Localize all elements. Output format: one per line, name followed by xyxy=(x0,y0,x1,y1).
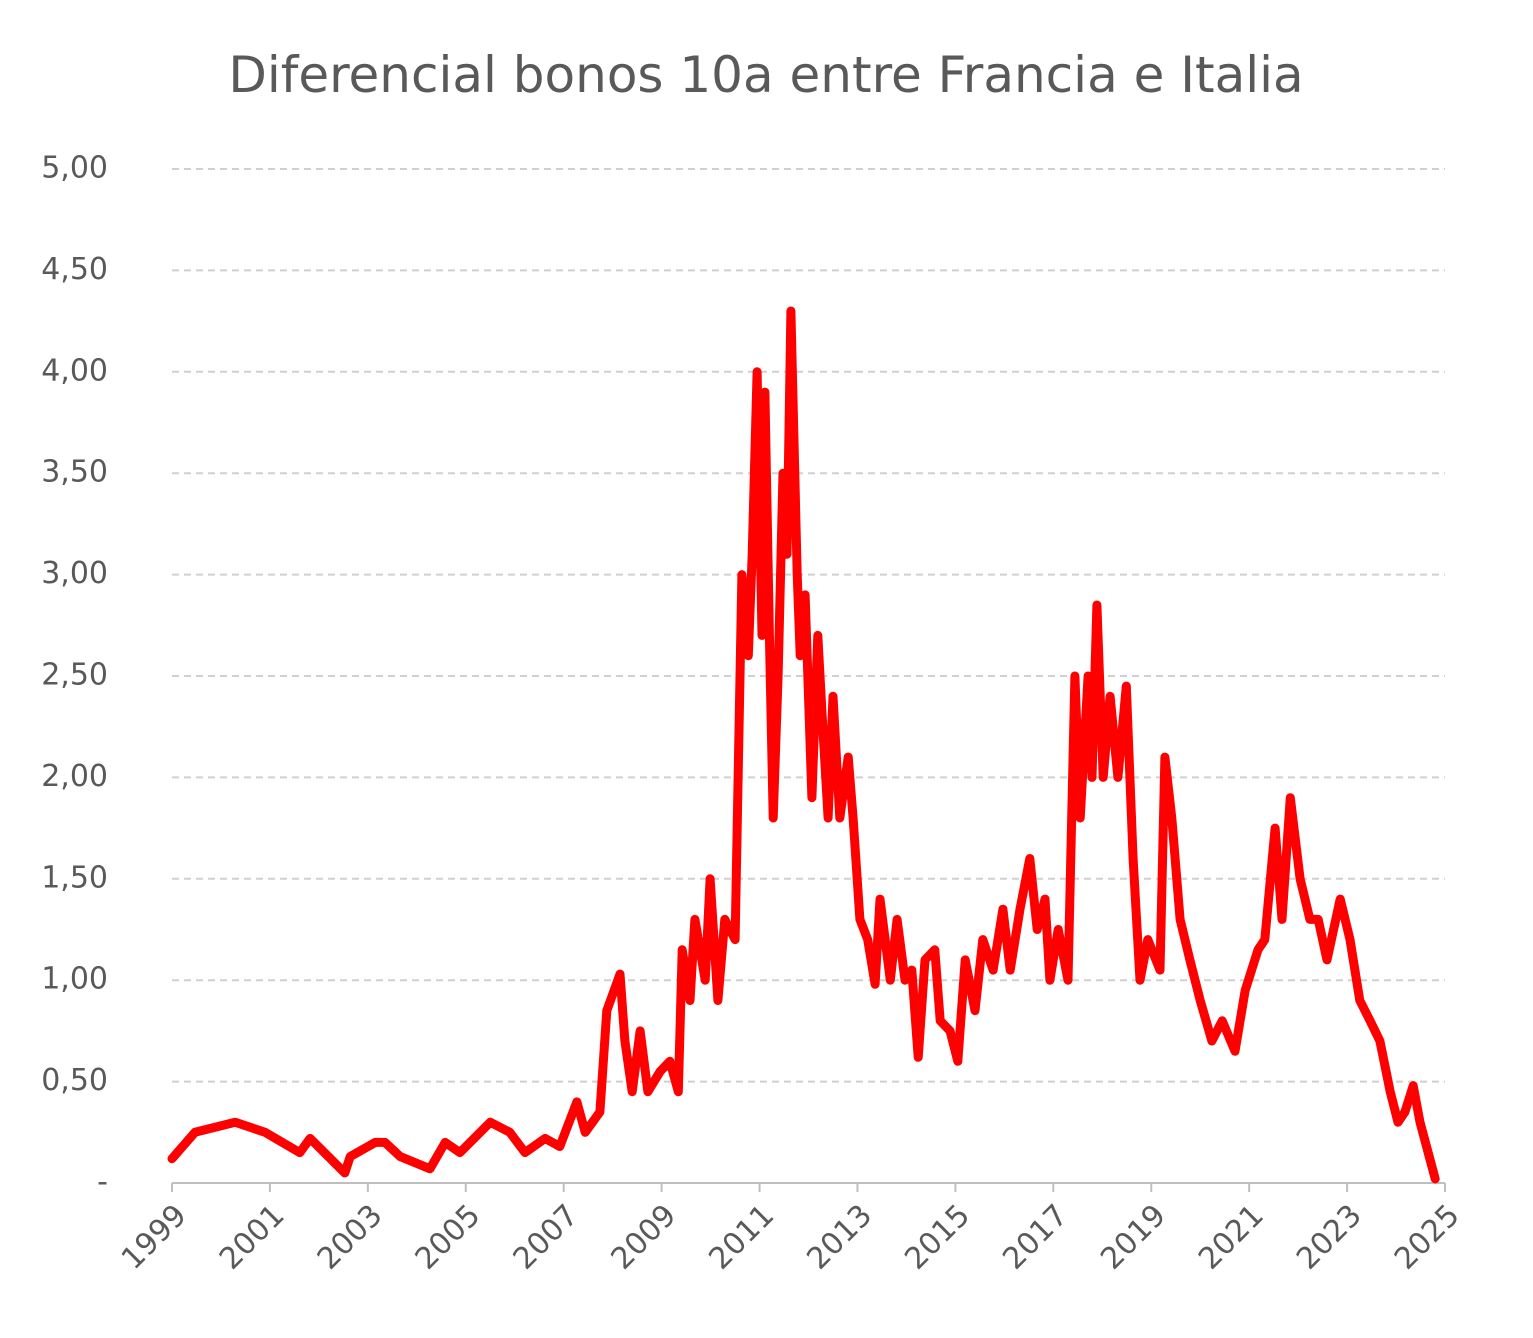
x-tick-label: 1999 xyxy=(115,1198,194,1277)
x-tick-label: 2013 xyxy=(800,1198,879,1277)
x-tick-label: 2015 xyxy=(898,1198,977,1277)
y-tick-label: 4,50 xyxy=(41,252,108,287)
y-tick-label: 1,50 xyxy=(41,860,108,895)
y-tick-label: 2,50 xyxy=(41,658,108,693)
x-tick-label: 2021 xyxy=(1192,1198,1271,1277)
y-tick-label: 3,00 xyxy=(41,556,108,591)
x-tick-label: 2019 xyxy=(1094,1198,1173,1277)
y-tick-label: 3,50 xyxy=(41,455,108,490)
y-tick-label: 2,00 xyxy=(41,759,108,794)
chart-title: Diferencial bonos 10a entre Francia e It… xyxy=(228,46,1303,104)
x-tick-label: 2001 xyxy=(213,1198,292,1277)
y-tick-label: 5,00 xyxy=(41,151,108,186)
y-tick-label: 4,00 xyxy=(41,353,108,388)
y-tick-label: 1,00 xyxy=(41,962,108,997)
x-tick-label: 2007 xyxy=(507,1198,586,1277)
x-tick-label: 2023 xyxy=(1290,1198,1369,1277)
y-tick-label: - xyxy=(97,1165,108,1200)
x-tick-label: 2009 xyxy=(605,1198,684,1277)
x-tick-label: 2003 xyxy=(311,1198,390,1277)
x-tick-label: 2005 xyxy=(409,1198,488,1277)
y-tick-label: 0,50 xyxy=(41,1063,108,1098)
x-tick-label: 2017 xyxy=(996,1198,1075,1277)
x-tick-label: 2025 xyxy=(1388,1198,1467,1277)
x-tick-label: 2011 xyxy=(702,1198,781,1277)
data-line xyxy=(167,306,1440,1184)
